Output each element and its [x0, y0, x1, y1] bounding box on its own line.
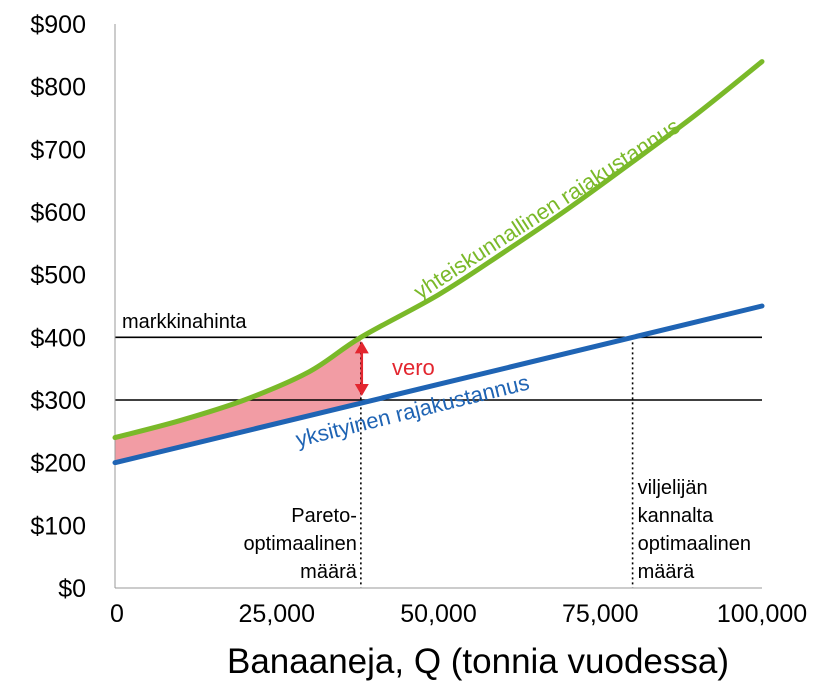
- x-axis-title: Banaaneja, Q (tonnia vuodessa): [227, 642, 729, 681]
- marker-label-line: kannalta: [638, 505, 714, 527]
- x-tick-label: 100,000: [717, 600, 807, 628]
- y-tick-label: $800: [30, 74, 86, 102]
- marker-label-line: optimaalinen: [638, 533, 751, 555]
- marker-label-line: määrä: [300, 561, 358, 583]
- y-tick-label: $500: [30, 262, 86, 290]
- marker-label-line: määrä: [638, 561, 696, 583]
- marker-label-line: optimaalinen: [243, 533, 356, 555]
- horizontal-lines: [115, 336, 762, 401]
- marker-label-line: viljelijän: [638, 477, 708, 499]
- curves: [112, 59, 765, 466]
- social-cost-label: yhteiskunnallinen rajakustannus: [409, 113, 684, 304]
- market-price-label: markkinahinta: [122, 311, 247, 333]
- x-tick-label: 75,000: [562, 600, 638, 628]
- tax-arrow-head-up: [354, 341, 369, 354]
- y-tick-label: $700: [30, 136, 86, 164]
- y-tick-label: $300: [30, 387, 86, 415]
- y-tick-label: $400: [30, 324, 86, 352]
- y-tick-label: $100: [30, 512, 86, 540]
- farmer-quantity-label: viljelijän kannalta optimaalinen määrä: [638, 477, 751, 583]
- tax-arrow: [354, 341, 369, 396]
- social-cost-curve: [112, 59, 765, 441]
- marker-label-line: Pareto-: [291, 505, 357, 527]
- tax-arrow-head-down: [354, 384, 369, 396]
- pareto-quantity-label: Pareto-optimaalinen määrä: [243, 505, 357, 583]
- deadweight-loss-area: [115, 337, 361, 463]
- y-tick-label: $900: [30, 11, 86, 39]
- private-cost-curve: [112, 303, 765, 466]
- tax-label: vero: [392, 355, 435, 380]
- y-tick-label: $600: [30, 199, 86, 227]
- y-tick-label: $200: [30, 450, 86, 478]
- x-tick-label: 0: [110, 600, 124, 628]
- axes: [114, 24, 762, 589]
- tick-labels: $0 $100 $200 $300 $400 $500 $600 $700 $800 $900 0 2…: [30, 11, 807, 628]
- annotations: markkinahinta vero yhteiskunnallinen raj…: [122, 113, 751, 681]
- y-tick-label: $0: [58, 575, 86, 603]
- x-tick-label: 50,000: [400, 600, 476, 628]
- shaded-area: [115, 337, 361, 463]
- x-tick-label: 25,000: [239, 600, 315, 628]
